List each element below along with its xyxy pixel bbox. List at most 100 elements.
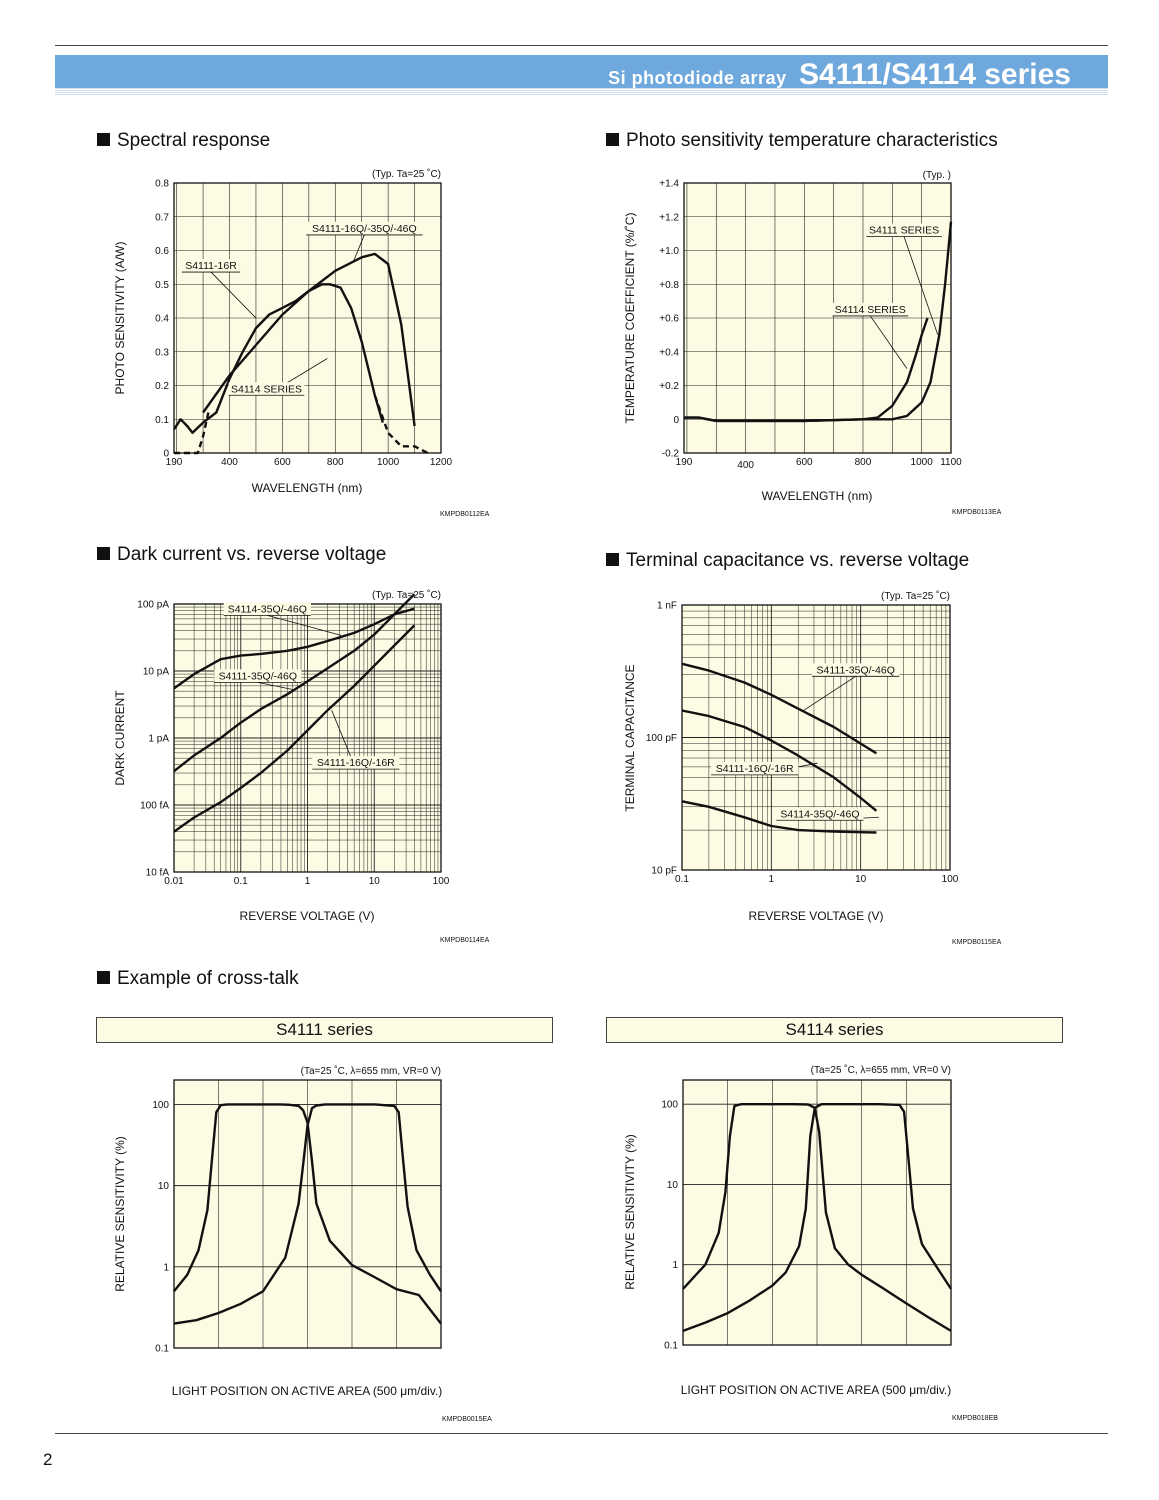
chart-note: (Typ. Ta=25 ˚C)	[372, 589, 441, 601]
chart-temp: S4111 SERIES S4114 SERIES	[683, 182, 953, 454]
x-axis-label: LIGHT POSITION ON ACTIVE AREA (500 μm/di…	[681, 1383, 952, 1397]
section-title: Terminal capacitance vs. reverse voltage	[626, 550, 970, 571]
header-title-block: Si photodiode array S4111/S4114 series	[608, 58, 1071, 92]
annotation-leader	[903, 236, 939, 336]
plot-frame	[173, 1079, 442, 1349]
bullet-square-icon	[606, 133, 619, 146]
y-tick-label: 100 pA	[137, 600, 169, 611]
y-tick-label: 0.3	[155, 347, 169, 358]
chart-note: (Typ. Ta=25 ˚C)	[881, 590, 950, 602]
header-subtitle: Si photodiode array	[608, 68, 787, 88]
annotation-leader	[267, 614, 342, 636]
footer-rule	[55, 1433, 1108, 1434]
series-line-1	[173, 607, 415, 690]
section-title: Example of cross-talk	[117, 968, 299, 989]
plot-frame	[683, 182, 952, 454]
series-line-2	[682, 1103, 953, 1333]
y-tick-label: 0.4	[155, 314, 169, 325]
series-annotation: S4111-16Q/-16R	[716, 763, 794, 775]
header-banner-stripes	[55, 88, 1108, 96]
x-tick-label: 190	[676, 457, 693, 468]
x-tick-label: 1000	[911, 457, 934, 468]
x-tick-label: 100	[433, 876, 450, 887]
bullet-square-icon	[97, 547, 110, 560]
annotation-bg	[866, 223, 942, 237]
series-annotation: S4114 SERIES	[835, 304, 906, 316]
y-axis-label: PHOTO SENSITIVITY (A/W)	[113, 242, 127, 395]
section-title: Photo sensitivity temperature characteri…	[626, 130, 998, 151]
series-line-2	[173, 1103, 442, 1325]
y-tick-label: 0.7	[155, 212, 169, 223]
plot-frame	[173, 182, 442, 454]
figure-code: KMPDB0112EA	[440, 511, 490, 518]
x-axis-label: WAVELENGTH (nm)	[762, 489, 873, 503]
plot-frame	[681, 604, 951, 871]
y-tick-label: +0.6	[659, 314, 679, 325]
series-annotation: S4114-35Q/-46Q	[780, 808, 859, 820]
y-tick-label: 0	[163, 449, 169, 460]
y-axis-label: TERMINAL CAPACITANCE	[623, 664, 637, 811]
y-tick-label: 10 pF	[651, 866, 677, 877]
y-tick-label: 0.5	[155, 280, 169, 291]
chart-note: (Typ. )	[923, 170, 951, 181]
y-tick-label: 100	[661, 1100, 678, 1111]
section-heading-dark: Dark current vs. reverse voltage	[97, 544, 386, 566]
x-tick-label: 1	[305, 876, 311, 887]
x-tick-label: 190	[166, 457, 183, 468]
y-axis-label: RELATIVE SENSITIVITY (%)	[623, 1134, 637, 1290]
x-tick-label: 0.1	[675, 874, 689, 885]
annotation-leader	[210, 271, 257, 319]
annotation-leader	[353, 234, 365, 261]
y-tick-label: +0.2	[659, 381, 679, 392]
x-axis-label: REVERSE VOLTAGE (V)	[749, 909, 884, 923]
y-tick-label: 0.8	[155, 179, 169, 190]
y-tick-label: 1 pA	[148, 734, 169, 745]
series-line-2	[684, 317, 929, 423]
y-tick-label: 10 pA	[143, 667, 169, 678]
annotation-leader	[257, 681, 293, 690]
x-tick-label: 600	[796, 457, 813, 468]
series-line-3	[173, 624, 416, 833]
x-tick-label: 1	[769, 874, 775, 885]
series-line-3	[174, 412, 210, 455]
series-annotation: S4111-16R	[185, 260, 237, 272]
y-tick-label: 0.1	[664, 1341, 678, 1352]
x-tick-label: 800	[855, 457, 872, 468]
series-box-s4114: S4114 series	[606, 1017, 1063, 1043]
page-number: 2	[43, 1450, 53, 1469]
y-tick-label: 1 nF	[657, 601, 677, 612]
y-tick-label: +0.8	[659, 280, 679, 291]
series-line-1	[681, 662, 878, 755]
y-tick-label: 100 fA	[140, 801, 169, 812]
section-heading-cap: Terminal capacitance vs. reverse voltage	[606, 550, 969, 572]
annotation-bg	[832, 302, 909, 316]
y-tick-label: +1.0	[659, 246, 679, 257]
series-line-2	[681, 709, 878, 812]
chart-note: (Typ. Ta=25 ˚C)	[372, 168, 441, 180]
y-tick-label: 0.1	[155, 415, 169, 426]
x-tick-label: 1100	[940, 457, 962, 468]
y-axis-label: RELATIVE SENSITIVITY (%)	[113, 1136, 127, 1292]
y-tick-label: 0.2	[155, 381, 169, 392]
annotation-bg	[776, 807, 864, 821]
x-tick-label: 0.01	[164, 876, 184, 887]
y-tick-label: 0	[673, 415, 679, 426]
y-tick-label: 1	[163, 1262, 169, 1273]
chart-xt4114	[682, 1079, 953, 1346]
header-title: S4111/S4114 series	[799, 58, 1071, 91]
y-tick-label: 10 fA	[146, 868, 170, 879]
series-box-s4111: S4111 series	[96, 1017, 553, 1043]
series-annotation: S4114 SERIES	[231, 383, 302, 395]
y-tick-label: 10	[667, 1180, 679, 1191]
y-tick-label: 1	[672, 1260, 678, 1271]
annotation-leader	[869, 315, 908, 369]
y-tick-label: +1.4	[659, 179, 679, 190]
figure-code: KMPDB0015EA	[442, 1416, 492, 1423]
section-heading-temp: Photo sensitivity temperature characteri…	[606, 130, 998, 152]
series-annotation: S4111-16Q/-16R	[317, 757, 395, 769]
y-axis-label: TEMPERATURE COEFFICIENT (%/˚C)	[623, 213, 637, 424]
y-tick-label: 100	[152, 1100, 169, 1111]
annotation-bg	[214, 669, 302, 683]
section-heading-crosstalk: Example of cross-talk	[97, 968, 299, 990]
